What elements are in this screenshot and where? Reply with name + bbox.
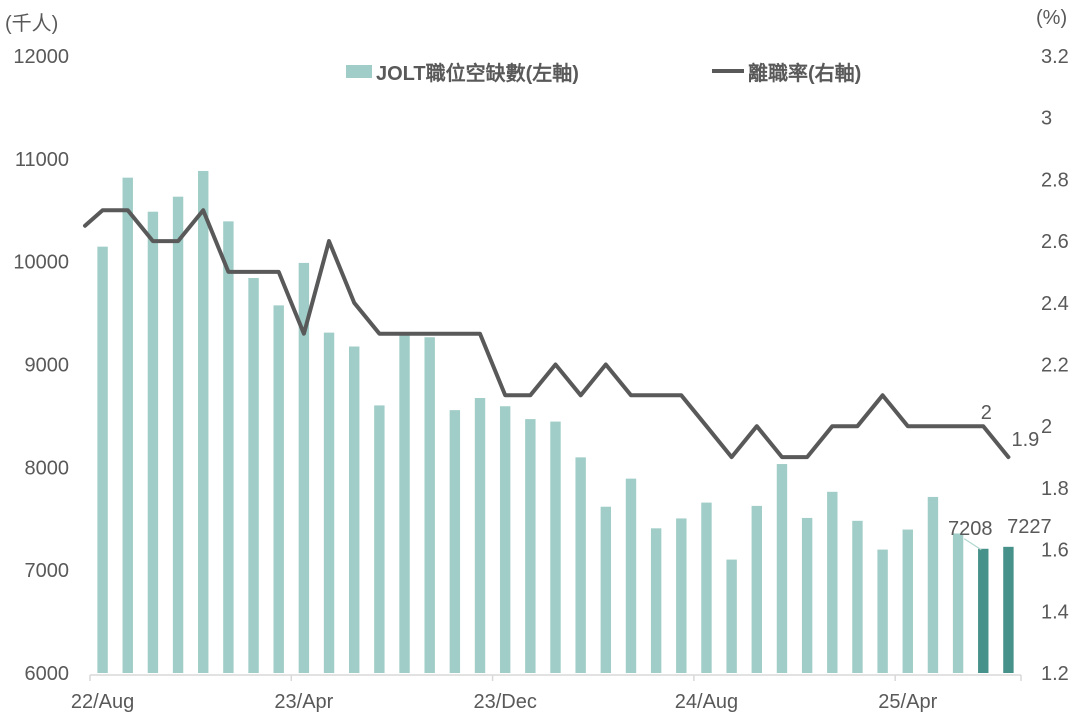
line-value-label: 2	[981, 402, 992, 424]
x-axis-tick-label: 23/Dec	[473, 691, 536, 713]
left-axis-tick-label: 11000	[15, 149, 69, 171]
bar	[399, 334, 410, 673]
bar	[701, 502, 712, 673]
legend-item-quit-rate: 離職率(右軸)	[712, 59, 862, 85]
bar	[550, 421, 561, 673]
bar	[525, 419, 536, 673]
bar	[499, 406, 511, 673]
bar	[877, 549, 888, 673]
right-axis-tick-label: 2.8	[1041, 169, 1069, 191]
left-axis-unit-label: (千人)	[5, 13, 59, 35]
quit-rate-line	[83, 208, 1011, 460]
bar	[349, 346, 360, 673]
line-series-swatch-icon	[712, 69, 744, 73]
bar-highlighted	[1003, 546, 1014, 673]
bar-highlighted	[978, 548, 989, 673]
left-axis-tick-label: 8000	[25, 457, 70, 479]
bar	[625, 478, 637, 673]
bar	[575, 457, 586, 673]
bar	[147, 211, 159, 673]
bar	[323, 332, 335, 673]
right-axis-tick-label: 1.6	[1041, 540, 1069, 562]
bar	[776, 464, 788, 673]
bar-series-swatch-icon	[346, 64, 372, 78]
bar	[97, 246, 108, 673]
x-axis-tick-label: 25/Apr	[878, 691, 937, 713]
bar	[449, 410, 461, 673]
left-axis-tick-label: 6000	[25, 663, 70, 685]
right-axis-tick-label: 1.2	[1041, 663, 1069, 685]
bar	[122, 177, 133, 673]
bar	[676, 518, 687, 673]
right-axis-tick-label: 3.2	[1041, 46, 1069, 68]
right-axis-tick-label: 2.2	[1041, 355, 1069, 377]
bar	[273, 305, 284, 673]
bar	[927, 496, 939, 673]
bar	[248, 278, 259, 673]
bar	[952, 533, 964, 673]
bar	[374, 405, 385, 673]
bar-value-label: 7227	[1007, 516, 1052, 538]
bar	[650, 528, 662, 673]
right-axis-tick-label: 2.6	[1041, 231, 1069, 253]
bar	[726, 559, 737, 673]
legend-label-job-openings: JOLT職位空缺數(左軸)	[376, 62, 579, 85]
bar	[223, 221, 234, 673]
right-axis-unit-label: (%)	[1036, 7, 1068, 29]
left-axis-tick-label: 9000	[25, 355, 70, 377]
x-axis-tick-label: 22/Aug	[71, 691, 134, 713]
right-axis-tick-label: 2.4	[1041, 293, 1069, 315]
x-axis-tick-label: 24/Aug	[675, 691, 738, 713]
right-axis-tick-label: 1.4	[1041, 601, 1069, 623]
bar-value-label: 7208	[948, 518, 993, 540]
legend-label-quit-rate: 離職率(右軸)	[748, 62, 862, 85]
left-axis-tick-label: 10000	[13, 252, 69, 274]
right-axis-tick-label: 3	[1041, 108, 1052, 130]
right-axis-tick-label: 1.8	[1041, 478, 1069, 500]
bar	[474, 398, 486, 673]
bar	[902, 529, 913, 673]
bar	[600, 506, 612, 673]
left-axis-tick-label: 7000	[25, 560, 70, 582]
left-axis-tick-label: 12000	[13, 46, 69, 68]
line-value-label: 1.9	[1012, 429, 1040, 451]
label-leader-line	[963, 538, 982, 551]
bar	[298, 262, 310, 673]
right-axis-tick-label: 2	[1041, 416, 1052, 438]
bar	[852, 520, 863, 673]
bar	[827, 491, 838, 673]
bar	[424, 337, 435, 673]
legend-item-job-openings: JOLT職位空缺數(左軸)	[346, 59, 579, 85]
bar	[172, 196, 184, 673]
bar	[198, 170, 209, 674]
x-axis-tick-label: 23/Apr	[274, 691, 333, 713]
bar	[801, 517, 813, 673]
bar	[751, 505, 762, 673]
